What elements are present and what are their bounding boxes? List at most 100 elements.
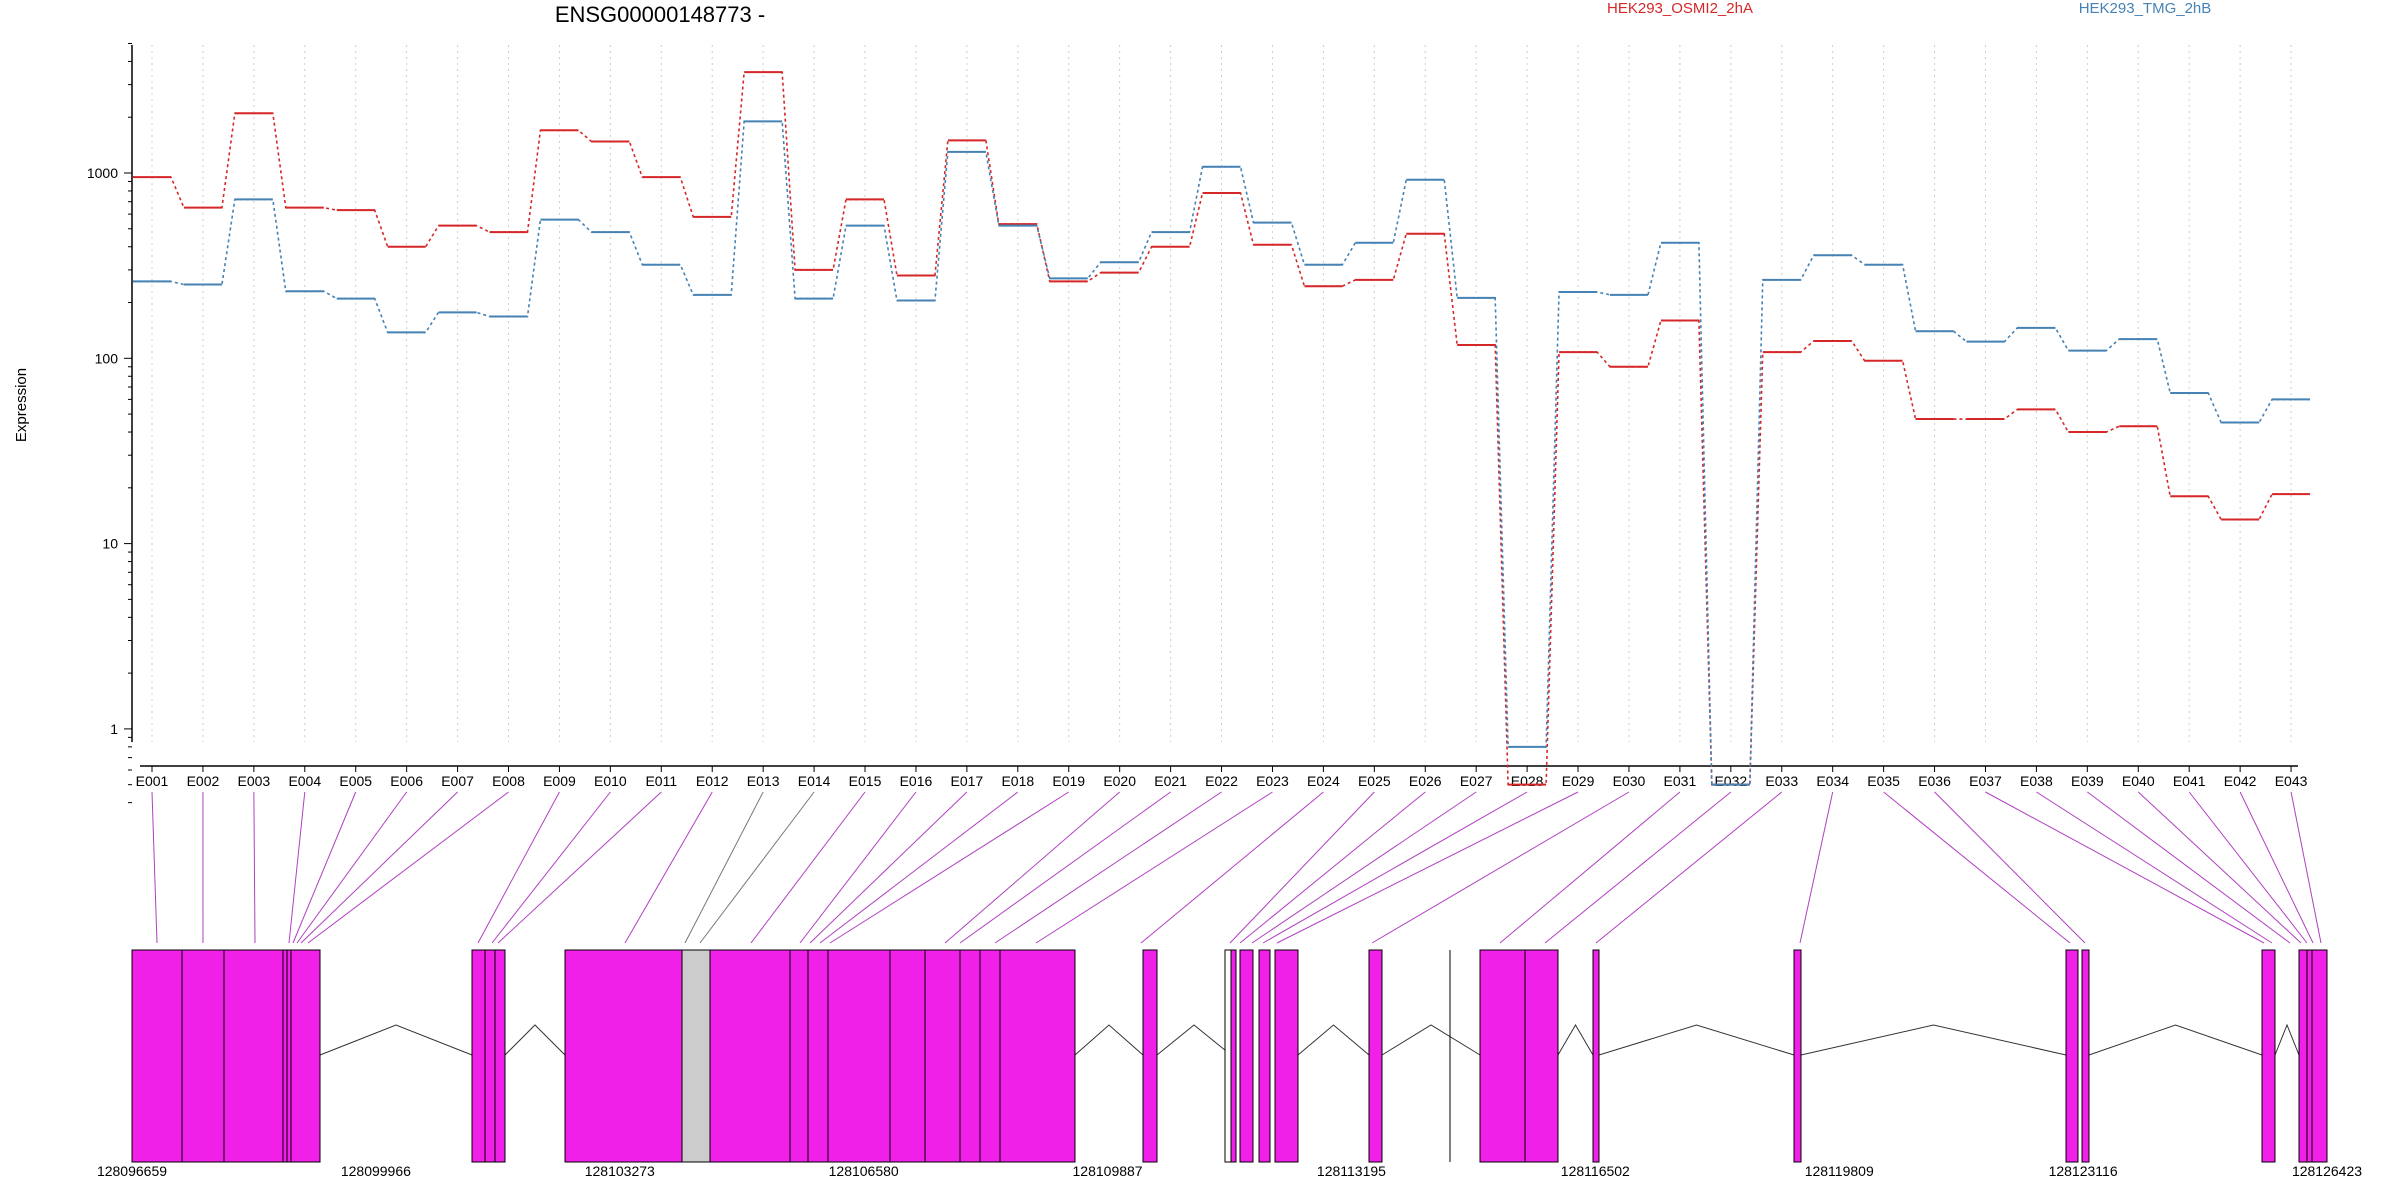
x-tick-label: E012 [696, 773, 729, 789]
exon-connector [1595, 791, 1783, 944]
exon-block [709, 949, 891, 1163]
x-tick-label: E021 [1154, 773, 1187, 789]
exon-block [1479, 949, 1559, 1163]
exon-connector [944, 791, 1120, 944]
exon-block-white [1224, 949, 1232, 1163]
x-tick-label: E009 [543, 773, 576, 789]
intron-line [504, 1024, 566, 1056]
exon-connector [799, 791, 917, 944]
intron-line [1074, 1024, 1144, 1056]
x-tick-label: E037 [1969, 773, 2002, 789]
x-tick-label: E003 [238, 773, 271, 789]
intron-line [2088, 1024, 2263, 1056]
intron-line [1557, 1024, 1594, 1056]
exon-block [2298, 949, 2328, 1163]
exon-connector [699, 791, 815, 944]
exon-connector [1371, 791, 1630, 944]
gene-coordinate-labels: 128096659 128099966 128103273 128106580 1281… [97, 1163, 2362, 1179]
exon-connector [2188, 791, 2308, 944]
exon-connector [1239, 791, 1426, 944]
exon-connector [1035, 791, 1273, 944]
connector-layer [151, 791, 2322, 944]
gene-coordinate-label: 128109887 [1073, 1163, 1143, 1179]
gene-coordinate-label: 128119809 [1805, 1163, 1874, 1179]
exon-connector [296, 791, 408, 944]
x-tick-label: E018 [1001, 773, 1034, 789]
exon-connector [829, 791, 1070, 944]
chart-title: ENSG00000148773 - [555, 2, 765, 27]
series-line-1 [133, 71, 2311, 786]
intron-line [1297, 1024, 1370, 1056]
series-layer [133, 71, 2311, 786]
x-tick-label: E004 [288, 773, 321, 789]
gene-coordinate-label: 128096659 [97, 1163, 167, 1179]
x-tick-label: E043 [2275, 773, 2308, 789]
exon-connector [684, 791, 764, 944]
axis-layer: E001 E002 E003 E004 E005 E006 E007 E008 E009 E010… [87, 42, 2308, 804]
intron-line [319, 1024, 473, 1056]
exon-block [1592, 949, 1600, 1163]
gene-coordinate-label: 128116502 [1561, 1163, 1630, 1179]
x-tick-label: E020 [1103, 773, 1136, 789]
x-tick-label: E032 [1714, 773, 1747, 789]
gene-model [131, 949, 2328, 1163]
exon-connector [1229, 791, 1375, 944]
exon-connector [819, 791, 1019, 944]
x-tick-label: E011 [645, 773, 677, 789]
exon-block [1258, 949, 1271, 1163]
exon-connector [288, 791, 306, 944]
exon-connector [1883, 791, 2071, 944]
exon-connector [292, 791, 357, 944]
x-tick-label: E016 [900, 773, 933, 789]
x-tick-label: E015 [849, 773, 882, 789]
x-tick-label: E035 [1867, 773, 1900, 789]
y-tick-label: 1 [110, 721, 118, 737]
x-tick-label: E007 [441, 773, 474, 789]
x-tick-label: E019 [1052, 773, 1085, 789]
gene-coordinate-label: 128099966 [341, 1163, 411, 1179]
exon-connector [2137, 791, 2302, 944]
x-tick-label: E017 [951, 773, 984, 789]
exon-block-grey [681, 949, 711, 1163]
y-tick-label: 1000 [87, 165, 118, 181]
x-tick-label: E023 [1256, 773, 1289, 789]
x-tick-label: E036 [1918, 773, 1951, 789]
exon-block [1142, 949, 1158, 1163]
exon-connector [1499, 791, 1681, 944]
exon-block [1793, 949, 1802, 1163]
x-tick-label: E040 [2122, 773, 2155, 789]
x-tick-label: E031 [1664, 773, 1697, 789]
exon-connector [959, 791, 1171, 944]
exon-connector [307, 791, 509, 944]
intron-line [2274, 1023, 2300, 1056]
exon-block [2081, 949, 2090, 1163]
x-tick-label: E014 [798, 773, 831, 789]
exon-connector [497, 791, 662, 944]
intron-line [1598, 1024, 1795, 1056]
exon-block [1274, 949, 1299, 1163]
y-tick-label: 100 [95, 350, 119, 366]
exon-connector [253, 791, 256, 944]
exon-block [2261, 949, 2276, 1163]
x-tick-label: E041 [2173, 773, 2206, 789]
exon-connector [1799, 791, 1834, 944]
exon-connector [151, 791, 158, 944]
exon-connector [477, 791, 560, 944]
exon-block [1368, 949, 1383, 1163]
exon-connector [1262, 791, 1528, 944]
exon-connector [2087, 791, 2291, 944]
exon-connector [1544, 791, 1732, 944]
x-tick-label: E029 [1562, 773, 1595, 789]
x-tick-label: E025 [1358, 773, 1391, 789]
x-tick-label: E010 [594, 773, 627, 789]
exon-block [1239, 949, 1254, 1163]
exon-connector [1934, 791, 2086, 944]
x-tick-label: E024 [1307, 773, 1340, 789]
exon-block [471, 949, 506, 1163]
x-tick-label: E006 [390, 773, 423, 789]
x-tick-label: E033 [1765, 773, 1798, 789]
exon-connector [1140, 791, 1324, 944]
x-tick-label: E039 [2071, 773, 2104, 789]
y-axis-label: Expression [13, 368, 30, 442]
x-tick-label: E034 [1816, 773, 1849, 789]
